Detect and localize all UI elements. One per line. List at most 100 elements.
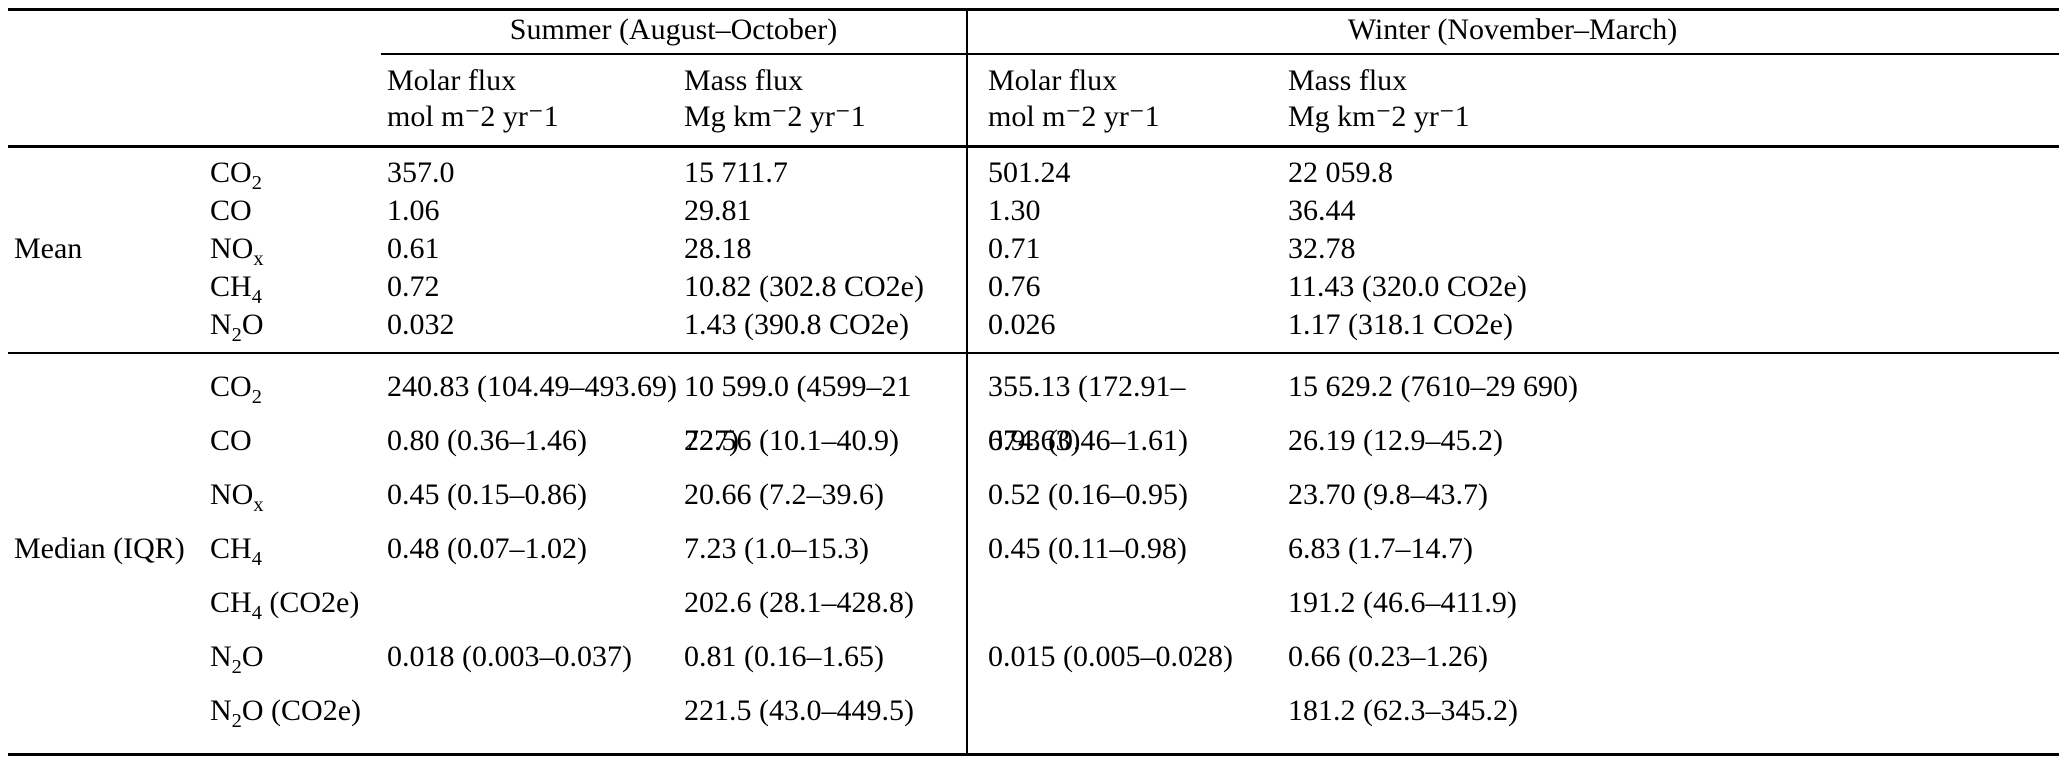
cell-summer-mass: 202.6 (28.1–428.8) bbox=[684, 586, 914, 619]
species-label-nox: NOx bbox=[204, 468, 381, 522]
cell-winter-mass: 0.66 (0.23–1.26) bbox=[1288, 640, 1488, 673]
column-header-name: Mass flux bbox=[684, 64, 804, 97]
cell-winter-mass: 181.2 (62.3–345.2) bbox=[1288, 694, 1518, 727]
species-label-co: CO bbox=[204, 414, 381, 468]
species-base: N bbox=[210, 640, 232, 673]
column-header-unit: Mg km⁻2 yr⁻1 bbox=[684, 100, 866, 133]
cell-summer-molar: 240.83 (104.49–493.69) bbox=[387, 370, 677, 403]
cell-summer-mass: 221.5 (43.0–449.5) bbox=[684, 694, 914, 727]
species-suffix: O (CO2e) bbox=[241, 694, 362, 727]
cell-summer-mass: 0.81 (0.16–1.65) bbox=[684, 640, 884, 673]
cell-winter-mass: 22 059.8 bbox=[1288, 156, 1393, 189]
species-subscript: x bbox=[253, 248, 264, 270]
species-label-co2: CO2 bbox=[204, 360, 381, 414]
species-base: CO bbox=[210, 156, 252, 189]
species-subscript: 4 bbox=[251, 548, 262, 570]
cell-summer-mass: 7.23 (1.0–15.3) bbox=[684, 532, 869, 565]
column-header-unit: Mg km⁻2 yr⁻1 bbox=[1288, 100, 1470, 133]
species-subscript: 2 bbox=[231, 324, 242, 346]
column-header-winter-mass: Mass flux Mg km⁻2 yr⁻1 bbox=[1266, 63, 2059, 135]
cell-summer-molar bbox=[381, 684, 678, 738]
cell-summer-molar: 0.61 bbox=[387, 232, 440, 265]
cell-summer-mass: 10 599.0 (4599–21 727) bbox=[684, 370, 912, 457]
cell-winter-molar: 0.76 bbox=[988, 270, 1041, 303]
cell-winter-molar bbox=[966, 576, 1266, 630]
column-header-unit: mol m⁻2 yr⁻1 bbox=[387, 100, 559, 133]
cell-winter-molar: 0.71 bbox=[988, 232, 1041, 265]
cell-winter-molar: 0.52 (0.16–0.95) bbox=[988, 478, 1188, 511]
cell-summer-molar: 0.48 (0.07–1.02) bbox=[387, 532, 587, 565]
column-header-row: Molar flux mol m⁻2 yr⁻1 Mass flux Mg km⁻… bbox=[8, 55, 2059, 148]
group-header-row: Summer (August–October) Winter (November… bbox=[8, 11, 2059, 55]
species-subscript: 2 bbox=[231, 656, 242, 678]
species-subscript: 4 bbox=[251, 286, 262, 308]
cell-winter-molar: 0.015 (0.005–0.028) bbox=[988, 640, 1233, 673]
cell-summer-mass: 20.66 (7.2–39.6) bbox=[684, 478, 884, 511]
species-suffix: (CO2e) bbox=[261, 586, 360, 619]
flux-table: Summer (August–October) Winter (November… bbox=[8, 8, 2059, 756]
species-label-nox: NOx bbox=[204, 230, 381, 270]
column-header-summer-mass: Mass flux Mg km⁻2 yr⁻1 bbox=[678, 63, 966, 135]
cell-summer-mass: 22.56 (10.1–40.9) bbox=[684, 424, 899, 457]
column-header-name: Molar flux bbox=[387, 64, 517, 97]
cell-summer-molar: 0.45 (0.15–0.86) bbox=[387, 478, 587, 511]
species-base: NO bbox=[210, 478, 254, 511]
section-label-mean: Mean bbox=[14, 232, 83, 265]
species-subscript: 2 bbox=[231, 710, 242, 732]
summer-winter-divider-rule bbox=[966, 11, 968, 753]
species-base: CO bbox=[210, 370, 252, 403]
mean-section: Mean CO2 357.0 15 711.7 501.24 22 059.8 … bbox=[8, 148, 2059, 352]
species-base: CH bbox=[210, 270, 252, 303]
cell-winter-molar: 0.026 bbox=[988, 308, 1056, 341]
species-base: CO bbox=[210, 424, 252, 457]
species-subscript: 2 bbox=[251, 172, 262, 194]
column-header-summer-molar: Molar flux mol m⁻2 yr⁻1 bbox=[381, 63, 678, 135]
species-subscript: x bbox=[253, 494, 264, 516]
column-header-name: Mass flux bbox=[1288, 64, 1408, 97]
cell-winter-mass: 32.78 bbox=[1288, 232, 1356, 265]
species-base: NO bbox=[210, 232, 254, 265]
cell-summer-molar bbox=[381, 576, 678, 630]
cell-summer-molar: 0.018 (0.003–0.037) bbox=[387, 640, 632, 673]
cell-summer-mass: 15 711.7 bbox=[684, 156, 788, 189]
species-subscript: 2 bbox=[251, 386, 262, 408]
species-base: N bbox=[210, 694, 232, 727]
cell-summer-mass: 28.18 bbox=[684, 232, 752, 265]
cell-summer-molar: 357.0 bbox=[387, 156, 455, 189]
species-subscript: 4 bbox=[251, 602, 262, 624]
cell-winter-mass: 1.17 (318.1 CO2e) bbox=[1288, 308, 1513, 341]
cell-winter-mass: 26.19 (12.9–45.2) bbox=[1288, 424, 1503, 457]
column-header-name: Molar flux bbox=[988, 64, 1118, 97]
median-section: Median (IQR) CO2 240.83 (104.49–493.69) … bbox=[8, 352, 2059, 748]
species-base: CH bbox=[210, 586, 252, 619]
species-label-n2o: N2O bbox=[204, 630, 381, 684]
species-base: CO bbox=[210, 194, 252, 227]
species-base: CH bbox=[210, 532, 252, 565]
species-label-ch4-co2e: CH4 (CO2e) bbox=[204, 576, 381, 630]
column-header-spacer bbox=[8, 63, 381, 135]
cell-summer-mass: 29.81 bbox=[684, 194, 752, 227]
species-label-ch4: CH4 bbox=[204, 522, 381, 576]
cell-winter-molar: 501.24 bbox=[988, 156, 1071, 189]
cell-summer-molar: 1.06 bbox=[387, 194, 440, 227]
cell-winter-molar: 0.45 (0.11–0.98) bbox=[988, 532, 1187, 565]
cell-winter-mass: 15 629.2 (7610–29 690) bbox=[1288, 370, 1578, 403]
cell-winter-molar: 1.30 bbox=[988, 194, 1041, 227]
cell-summer-molar: 0.80 (0.36–1.46) bbox=[387, 424, 587, 457]
section-label-median: Median (IQR) bbox=[14, 532, 185, 565]
cell-winter-molar: 0.93 (0.46–1.61) bbox=[988, 424, 1188, 457]
cell-winter-mass: 36.44 bbox=[1288, 194, 1356, 227]
cell-winter-mass: 23.70 (9.8–43.7) bbox=[1288, 478, 1488, 511]
column-header-winter-molar: Molar flux mol m⁻2 yr⁻1 bbox=[966, 63, 1266, 135]
cell-winter-mass: 6.83 (1.7–14.7) bbox=[1288, 532, 1473, 565]
species-label-ch4: CH4 bbox=[204, 268, 381, 308]
species-label-n2o-co2e: N2O (CO2e) bbox=[204, 684, 381, 738]
cell-winter-molar bbox=[966, 684, 1266, 738]
cell-winter-molar: 355.13 (172.91–674.63) bbox=[988, 370, 1186, 457]
column-header-unit: mol m⁻2 yr⁻1 bbox=[988, 100, 1160, 133]
cell-summer-molar: 0.72 bbox=[387, 270, 440, 303]
species-label-n2o: N2O bbox=[204, 306, 381, 346]
species-suffix: O bbox=[241, 308, 264, 341]
cell-summer-mass: 1.43 (390.8 CO2e) bbox=[684, 308, 909, 341]
